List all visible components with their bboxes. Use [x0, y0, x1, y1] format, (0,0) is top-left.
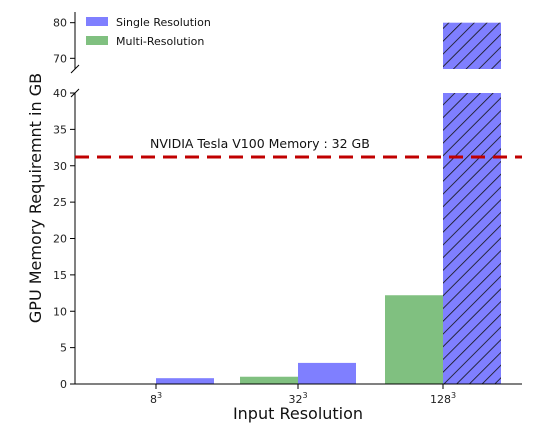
upper-y-axis-ticks: 70 80 — [53, 17, 75, 65]
x-axis-ticks: 83 323 1283 — [150, 384, 456, 406]
legend-swatch-multi — [86, 36, 108, 45]
bar-single-resolution-lower — [443, 93, 501, 384]
y-axis-title: GPU Memory Requiremnt in GB — [26, 73, 45, 323]
bar-single-resolution-upper — [443, 22, 501, 69]
lower-y-axis-ticks: 0 5 10 15 20 25 30 35 40 — [53, 87, 75, 391]
x-axis-title: Input Resolution — [233, 404, 363, 423]
bar-multi-resolution — [240, 376, 298, 384]
x-tick-label: 323 — [288, 391, 307, 406]
y-tick-label: 35 — [53, 123, 67, 136]
y-tick-label: 15 — [53, 269, 67, 282]
y-tick-label: 0 — [60, 378, 67, 391]
bars-group — [156, 22, 501, 384]
y-tick-label: 30 — [53, 160, 67, 173]
bar-multi-resolution — [385, 295, 443, 384]
y-tick-label: 70 — [53, 52, 67, 65]
legend-label-single: Single Resolution — [116, 16, 211, 29]
x-tick-label: 83 — [150, 391, 162, 406]
legend-swatch-single — [86, 17, 108, 26]
legend-label-multi: Multi-Resolution — [116, 35, 204, 48]
legend: Single Resolution Multi-Resolution — [86, 16, 211, 48]
y-tick-label: 5 — [60, 342, 67, 355]
x-tick-label: 1283 — [430, 391, 456, 406]
bar-single-resolution — [156, 378, 214, 384]
axis-break-mark-lower — [70, 88, 80, 98]
y-tick-label: 10 — [53, 305, 67, 318]
v100-memory-label: NVIDIA Tesla V100 Memory : 32 GB — [150, 136, 370, 151]
y-tick-label: 40 — [53, 87, 67, 100]
axis-break-mark-upper — [70, 64, 80, 74]
y-tick-label: 80 — [53, 17, 67, 30]
y-tick-label: 20 — [53, 233, 67, 246]
bar-single-resolution — [298, 362, 356, 384]
y-tick-label: 25 — [53, 196, 67, 209]
